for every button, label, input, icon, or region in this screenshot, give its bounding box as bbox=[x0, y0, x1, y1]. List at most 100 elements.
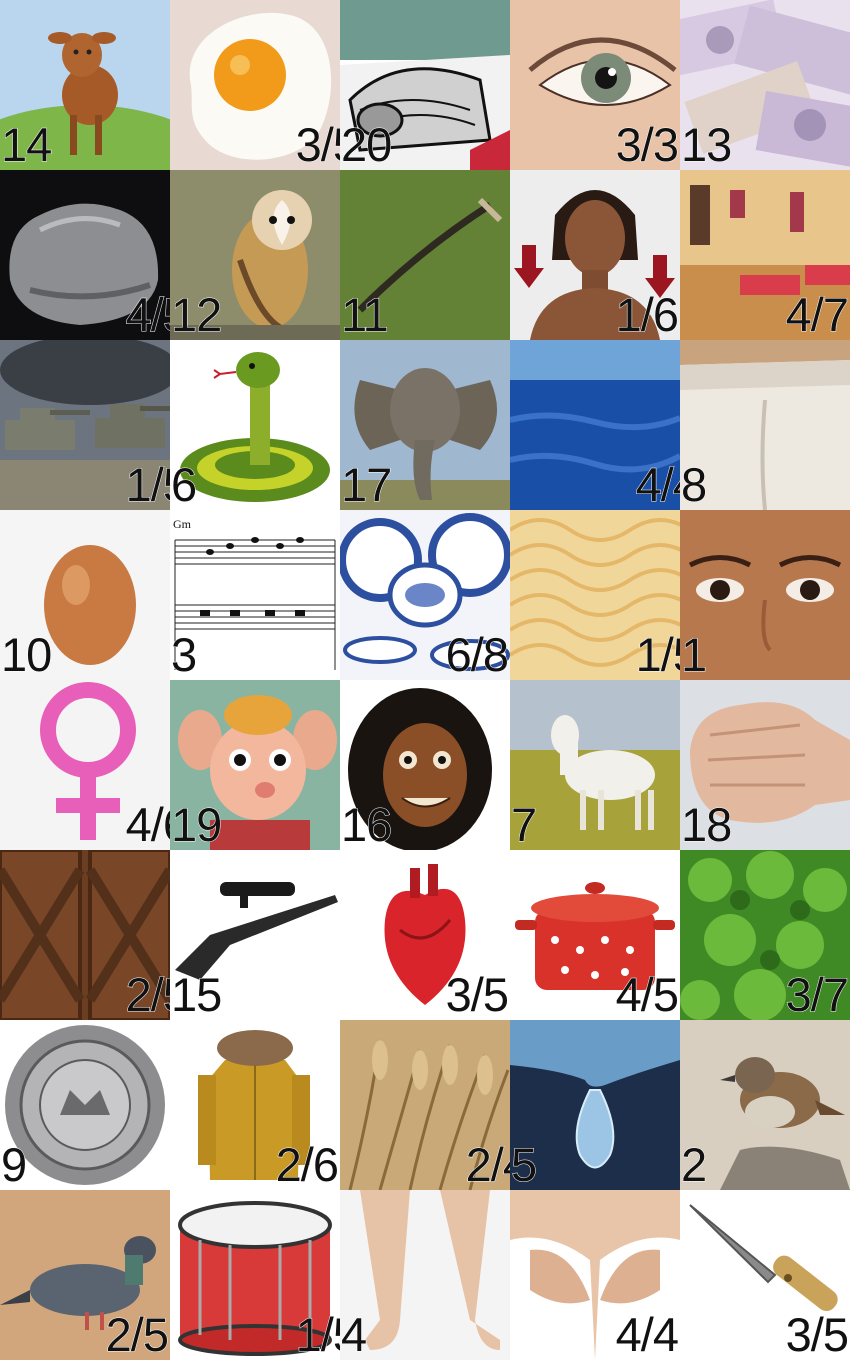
calf-icon bbox=[0, 0, 170, 170]
tile-number: 1/5 bbox=[635, 628, 680, 680]
tile-number: 2/6 bbox=[275, 1138, 339, 1190]
tile-devil: 16 bbox=[340, 680, 510, 850]
parsley-icon bbox=[680, 850, 850, 1020]
face-eyes-icon bbox=[680, 510, 850, 680]
tile-porcelain: 6/8 bbox=[340, 510, 510, 680]
legs-icon bbox=[340, 1190, 510, 1360]
tile-number: 15 bbox=[170, 968, 222, 1020]
snake-icon bbox=[170, 340, 340, 510]
tile-number: 3/5 bbox=[445, 968, 509, 1020]
tile-number: 4/5 bbox=[615, 968, 679, 1020]
tile-noodles: 1/5 bbox=[510, 510, 680, 680]
tile-number: 18 bbox=[680, 798, 732, 850]
pot-icon bbox=[510, 850, 680, 1020]
tile-drum: 1/5 bbox=[170, 1190, 340, 1360]
tile-fist: 18 bbox=[680, 680, 850, 850]
elephant-icon bbox=[340, 340, 510, 510]
egg-icon bbox=[0, 510, 170, 680]
tanks-icon bbox=[0, 340, 170, 510]
tile-pot: 4/5 bbox=[510, 850, 680, 1020]
tile-number: 4/4 bbox=[635, 458, 680, 510]
tile-number: 3/5 bbox=[785, 1308, 849, 1360]
tile-number: 1 bbox=[680, 628, 707, 680]
tile-number: 11 bbox=[341, 288, 390, 340]
sleeping-man-icon bbox=[340, 0, 510, 170]
tile-number: 6/8 bbox=[445, 628, 509, 680]
tile-knife: 3/5 bbox=[680, 1190, 850, 1360]
tile-number: 10 bbox=[0, 628, 52, 680]
sheet-music-icon: Gm bbox=[170, 510, 340, 680]
tile-scythe: 11 bbox=[340, 170, 510, 340]
tile-number: 1/5 bbox=[295, 1308, 340, 1360]
female-symbol-icon bbox=[0, 680, 170, 850]
tile-underwear: 8 bbox=[680, 340, 850, 510]
tile-number: 2/4 bbox=[465, 1138, 510, 1190]
restaurant-interior-icon bbox=[680, 170, 850, 340]
tile-egg: 10 bbox=[0, 510, 170, 680]
tile-number: 17 bbox=[340, 458, 392, 510]
tile-water-drop: 5 bbox=[510, 1020, 680, 1190]
tile-number: 6 bbox=[170, 458, 197, 510]
tile-woman: 1/6 bbox=[510, 170, 680, 340]
devil-mask-icon bbox=[340, 680, 510, 850]
tile-number: 4/6 bbox=[125, 798, 170, 850]
banknotes-icon bbox=[680, 0, 850, 170]
porcelain-icon bbox=[340, 510, 510, 680]
water-drop-icon bbox=[510, 1020, 680, 1190]
sparrow-icon bbox=[680, 1020, 850, 1190]
scythe-icon bbox=[340, 170, 510, 340]
tile-number: 20 bbox=[340, 118, 392, 170]
tile-gate: 2/5 bbox=[0, 850, 170, 1020]
tile-number: 4 bbox=[340, 1308, 367, 1360]
tile-rock: 4/5 bbox=[0, 170, 170, 340]
tile-sea: 4/4 bbox=[510, 340, 680, 510]
puppet-icon bbox=[170, 680, 340, 850]
rock-icon bbox=[0, 170, 170, 340]
sea-icon bbox=[510, 340, 680, 510]
tile-number: 1/5 bbox=[125, 458, 170, 510]
coin-icon bbox=[0, 1020, 170, 1190]
tile-sparrow: 2 bbox=[680, 1020, 850, 1190]
tile-heart: 3/5 bbox=[340, 850, 510, 1020]
tile-sheet-music: Gm 3 bbox=[170, 510, 340, 680]
tile-number: 1/6 bbox=[615, 288, 679, 340]
tile-coin: 9 bbox=[0, 1020, 170, 1190]
tile-banknotes: 13 bbox=[680, 0, 850, 170]
tile-number: 5 bbox=[510, 1138, 537, 1190]
tile-sleeping-man: 20 bbox=[340, 0, 510, 170]
tile-wheat: 2/4 bbox=[340, 1020, 510, 1190]
tile-number: 19 bbox=[170, 798, 222, 850]
tile-number: 3 bbox=[170, 628, 197, 680]
heart-icon bbox=[340, 850, 510, 1020]
tile-number: 16 bbox=[340, 798, 392, 850]
tile-number: 3/5 bbox=[295, 118, 340, 170]
tile-number: 3/3 bbox=[615, 118, 679, 170]
chord-label: Gm bbox=[173, 517, 192, 531]
tile-owl: 12 bbox=[170, 170, 340, 340]
tile-snake: 6 bbox=[170, 340, 340, 510]
underwear-icon bbox=[680, 340, 850, 510]
tile-face-eyes: 1 bbox=[680, 510, 850, 680]
tile-calf: 14 bbox=[0, 0, 170, 170]
fried-egg-icon bbox=[170, 0, 340, 170]
tile-number: 4/4 bbox=[615, 1308, 679, 1360]
tile-legs: 4 bbox=[340, 1190, 510, 1360]
tile-number: 3/7 bbox=[785, 968, 849, 1020]
tile-restaurant: 4/7 bbox=[680, 170, 850, 340]
bust-icon bbox=[510, 1190, 680, 1360]
tile-goat: 7 bbox=[510, 680, 680, 850]
tile-number: 9 bbox=[0, 1138, 27, 1190]
tile-number: 4/7 bbox=[785, 288, 849, 340]
tile-rifle: 15 bbox=[170, 850, 340, 1020]
tile-bust: 4/4 bbox=[510, 1190, 680, 1360]
tile-number: 13 bbox=[680, 118, 732, 170]
wheat-icon bbox=[340, 1020, 510, 1190]
tile-number: 8 bbox=[680, 458, 707, 510]
tile-parsley: 3/7 bbox=[680, 850, 850, 1020]
tile-number: 4/5 bbox=[125, 288, 170, 340]
tile-eye: 3/3 bbox=[510, 0, 680, 170]
tile-puppet: 19 bbox=[170, 680, 340, 850]
wooden-gate-icon bbox=[0, 850, 170, 1020]
tile-pigeon: 2/5 bbox=[0, 1190, 170, 1360]
